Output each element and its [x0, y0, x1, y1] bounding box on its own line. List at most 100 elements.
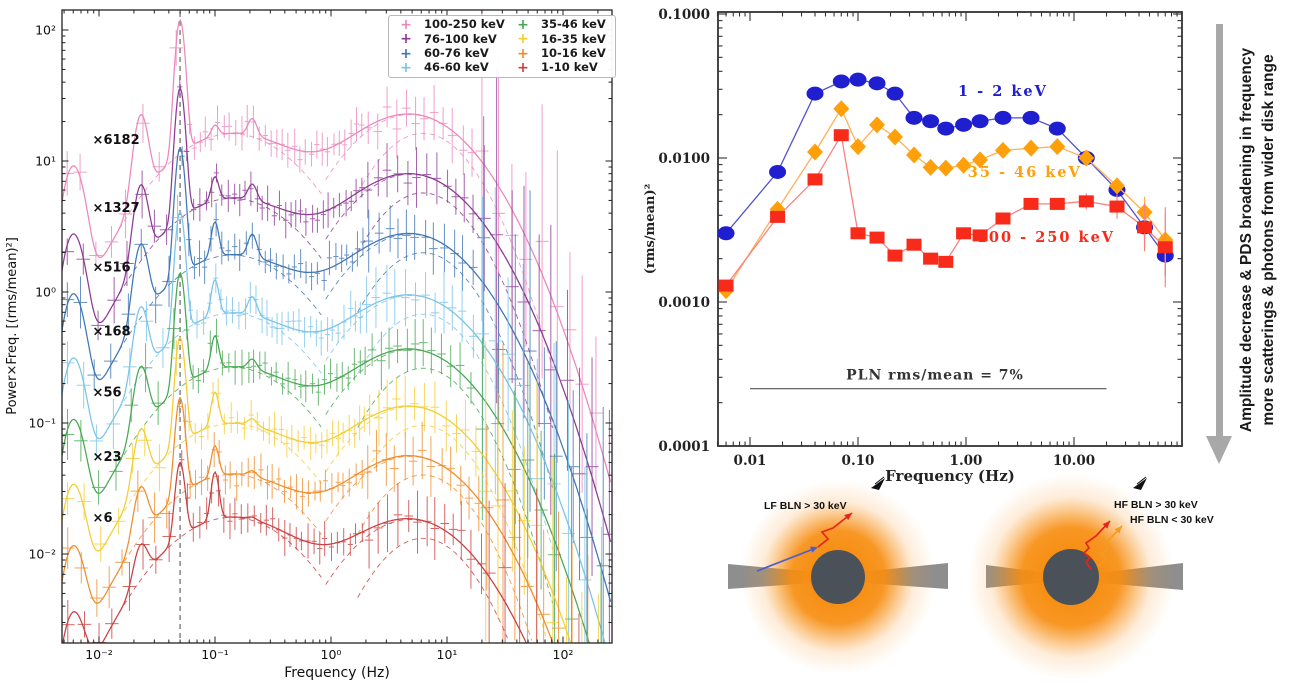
arrow-head-icon: [810, 546, 818, 553]
marker-diamond: [833, 100, 850, 118]
side-annotation-line2: more scatterings & photons from wider di…: [1260, 54, 1277, 426]
marker-diamond: [937, 159, 954, 177]
lf-bln-label: LF BLN > 30 keV: [764, 500, 847, 512]
marker-square: [1109, 200, 1125, 213]
marker-square: [807, 173, 823, 186]
legend-marker-plus-icon: +: [400, 45, 412, 62]
model-fit-line: [62, 461, 527, 643]
legend-marker-plus-icon: +: [400, 59, 412, 76]
y-tick-label: 0.0100: [658, 151, 710, 167]
marker-circle: [955, 117, 973, 132]
pds-series-60-76keV: [62, 116, 612, 643]
multiplier-label: ×6: [93, 511, 113, 526]
left-ticks: [62, 10, 612, 643]
marker-circle: [905, 110, 923, 125]
legend-label: 60-76 keV: [424, 45, 489, 60]
y-tick-label: 0.0001: [658, 439, 710, 455]
marker-square: [833, 129, 849, 142]
satellite-icon: [1133, 476, 1147, 490]
legend-item: +10-16 keV: [510, 47, 611, 61]
hf-bln-lt30-label: HF BLN < 30 keV: [1130, 514, 1214, 526]
marker-diamond: [922, 158, 939, 176]
x-tick-label: 10⁻²: [85, 647, 113, 662]
legend-marker-plus-icon: +: [517, 31, 529, 48]
marker-circle: [886, 86, 904, 101]
model-fit-line: [62, 336, 572, 643]
legend-item: +46-60 keV: [393, 61, 510, 75]
multiplier-label: ×1327: [93, 201, 140, 216]
x-tick-label: 1.00: [950, 453, 983, 469]
marker-circle: [806, 86, 824, 101]
left-xaxis-label: Frequency (Hz): [284, 665, 390, 681]
pds-series-10-16keV: [62, 344, 589, 643]
black-hole: [811, 550, 865, 604]
marker-circle: [1048, 121, 1066, 136]
marker-diamond: [994, 141, 1011, 159]
marker-square: [906, 238, 922, 251]
marker-square: [1137, 221, 1153, 234]
down-arrow-head-icon: [1206, 436, 1232, 464]
model-component-dashed: [357, 367, 554, 604]
cartoon-lf-bln: [728, 476, 948, 674]
marker-diamond: [972, 151, 989, 169]
model-fit-line: [62, 397, 554, 643]
down-arrow-line: [1216, 24, 1223, 438]
multiplier-label: ×168: [93, 324, 131, 339]
marker-circle: [849, 72, 867, 87]
legend-item: +76-100 keV: [393, 32, 510, 46]
marker-square: [1157, 241, 1173, 254]
legend-label: 35-46 keV: [541, 17, 606, 32]
marker-circle: [922, 114, 940, 129]
model-component-dashed: [357, 132, 554, 369]
arrow-head-icon: [844, 513, 852, 521]
legend-marker-plus-icon: +: [517, 17, 529, 34]
y-tick-label: 0.0010: [658, 295, 710, 311]
model-fit-line: [62, 87, 612, 543]
marker-circle: [937, 121, 955, 136]
marker-square: [887, 249, 903, 262]
multiplier-label: ×516: [93, 261, 131, 276]
marker-square: [1078, 195, 1094, 208]
legend-label: 10-16 keV: [541, 45, 606, 60]
seed-photon-arrow: [756, 547, 817, 572]
marker-diamond: [905, 146, 922, 164]
pln-label: PLN rms/mean = 7%: [846, 368, 1024, 384]
legend-label: 100-250 keV: [424, 17, 505, 32]
marker-circle: [832, 74, 850, 89]
model-fit-line: [62, 19, 612, 483]
x-tick-label: 10¹: [437, 647, 458, 662]
pds-series-1-10keV: [62, 449, 580, 643]
arrow-head-icon: [1102, 521, 1110, 529]
marker-square: [972, 229, 988, 242]
marker-square: [956, 227, 972, 240]
x-tick-label: 0.10: [842, 453, 875, 469]
series-label: 100 - 250 keV: [977, 229, 1115, 246]
x-tick-label: 10⁻¹: [201, 647, 229, 662]
legend-item: +35-46 keV: [510, 18, 611, 32]
marker-square: [869, 231, 885, 244]
model-component-dashed: [357, 252, 554, 488]
black-hole: [1043, 549, 1099, 605]
x-tick-label: 10²: [553, 647, 574, 662]
x-tick-label: 0.01: [734, 453, 767, 469]
marker-diamond: [1023, 139, 1040, 157]
marker-diamond: [955, 156, 972, 174]
marker-square: [1023, 197, 1039, 210]
model-component-dashed: [119, 254, 322, 351]
marker-square: [770, 210, 786, 223]
model-fit-line: [62, 146, 612, 602]
right-xaxis-label: Frequency (Hz): [885, 467, 1015, 485]
model-component-dashed: [119, 366, 322, 463]
pds-series-35-46keV: [62, 271, 602, 643]
legend-label: 1-10 keV: [541, 60, 598, 75]
legend-item: +60-76 keV: [393, 47, 510, 61]
marker-diamond: [1049, 138, 1066, 156]
right-plot-box: [717, 11, 1183, 447]
legend-marker-plus-icon: +: [400, 17, 412, 34]
y-tick-label: 10⁻¹: [28, 416, 56, 431]
multiplier-label: ×56: [93, 386, 122, 401]
marker-circle: [717, 226, 735, 241]
legend-box: +100-250 keV +76-100 keV +60-76 keV +46-60 …: [388, 15, 616, 78]
